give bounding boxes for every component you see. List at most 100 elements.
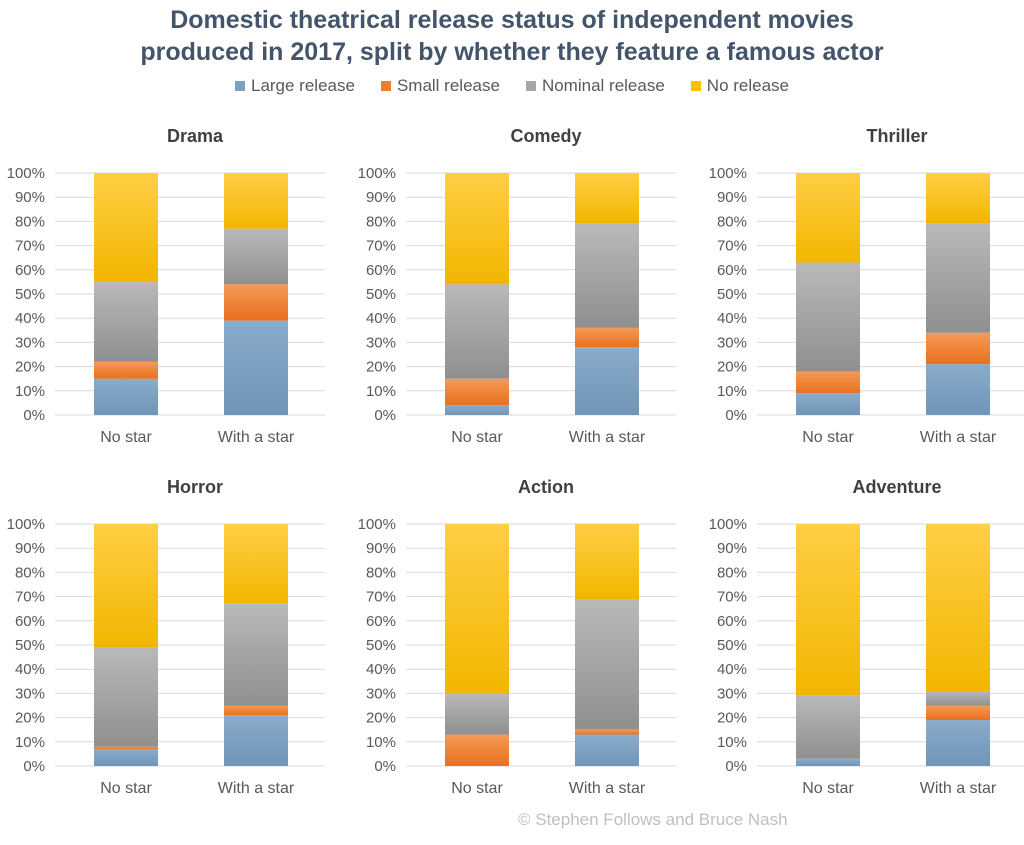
y-tick-label: 40% [15,310,45,327]
chart-horror-title: Horror [167,477,223,497]
y-tick-label: 90% [717,540,747,557]
y-tick-label: 70% [366,238,396,255]
bar-segment-none [926,524,990,691]
legend-swatch-large [234,81,245,91]
y-tick-label: 60% [15,262,45,279]
y-tick-label: 40% [717,661,747,678]
copyright-footer: © Stephen Follows and Bruce Nash [518,810,788,829]
chart-comedy: Comedy 0% 10% 20% 30% 40% 50% 60% 70% 80% 90% 100% N… [358,126,676,446]
y-tick-label: 20% [717,710,747,727]
x-category-label: With a star [569,780,646,797]
x-category-label: No star [100,429,152,446]
y-tick-label: 10% [366,383,396,400]
bar-segment-nominal [575,599,639,730]
y-tick-label: 90% [717,189,747,206]
chart-horror: Horror 0% 10% 20% 30% 40% 50% 60% 70% 80% 90% 100% N… [7,477,325,797]
legend: Large release Small release Nominal rele… [0,76,1024,96]
y-tick-label: 0% [374,407,396,424]
x-category-label: With a star [920,429,997,446]
bar-segment-none [224,524,288,604]
y-tick-label: 90% [15,540,45,557]
chart-adventure-title: Adventure [852,477,941,497]
bar-segment-none [224,173,288,229]
y-tick-label: 70% [717,238,747,255]
y-tick-label: 70% [15,589,45,606]
bar-segment-large [796,758,860,766]
x-category-label: No star [451,429,503,446]
chart-drama: Drama 0% 10% 20% 30% 40% 50% 60% 70% 80% 90% 100% No… [7,126,325,446]
bar-segment-none [94,524,158,648]
y-tick-label: 10% [15,383,45,400]
y-tick-label: 100% [709,516,747,533]
y-tick-label: 100% [358,516,396,533]
bar-segment-nominal [224,228,288,285]
bar-segment-none [796,173,860,263]
y-tick-label: 30% [366,334,396,351]
bar-segment-nominal [796,262,860,372]
bar-segment-large [94,378,158,415]
y-tick-label: 0% [23,407,45,424]
bar-segment-small [94,361,158,379]
x-category-label: With a star [218,780,295,797]
legend-swatch-small [380,81,391,91]
bar-segment-none [926,173,990,224]
bar-segment-large [926,720,990,766]
x-category-label: No star [802,429,854,446]
legend-label-none: No release [706,76,790,95]
legend-item-nominal: Nominal release [525,76,665,96]
bar-segment-small [575,729,639,735]
bar-segment-small [926,332,990,365]
legend-item-none: No release [690,76,790,96]
y-tick-label: 90% [366,540,396,557]
y-tick-label: 20% [15,710,45,727]
y-tick-label: 50% [15,637,45,654]
y-tick-label: 100% [7,516,45,533]
y-tick-label: 60% [366,262,396,279]
legend-item-large: Large release [234,76,355,96]
y-tick-label: 50% [15,286,45,303]
bar-segment-nominal [575,223,639,328]
bar-segment-small [926,705,990,721]
x-category-label: No star [451,780,503,797]
y-tick-label: 80% [366,213,396,230]
y-tick-label: 10% [717,734,747,751]
y-tick-label: 80% [15,213,45,230]
bar-segment-nominal [926,223,990,333]
bar-segment-nominal [445,284,509,379]
y-tick-label: 70% [717,589,747,606]
y-tick-label: 30% [15,685,45,702]
y-tick-label: 10% [717,383,747,400]
y-tick-label: 70% [366,589,396,606]
y-tick-label: 80% [366,564,396,581]
legend-label-large: Large release [250,76,355,95]
y-tick-label: 10% [15,734,45,751]
legend-swatch-none [690,81,701,91]
y-tick-label: 30% [717,685,747,702]
y-tick-label: 90% [366,189,396,206]
chart-title-line-2: produced in 2017, split by whether they … [140,38,884,66]
y-tick-label: 60% [717,262,747,279]
y-tick-label: 100% [7,165,45,182]
chart-action: Action 0% 10% 20% 30% 40% 50% 60% 70% 80% 90% 100% N… [358,477,676,797]
y-tick-label: 40% [717,310,747,327]
bar-segment-small [445,378,509,406]
bar-segment-nominal [224,603,288,706]
y-tick-label: 50% [717,637,747,654]
y-tick-label: 40% [15,661,45,678]
y-tick-label: 20% [366,710,396,727]
y-tick-label: 20% [717,359,747,376]
y-tick-label: 50% [717,286,747,303]
bar-segment-small [445,734,509,766]
y-tick-label: 20% [15,359,45,376]
chart-thriller: Thriller 0% 10% 20% 30% 40% 50% 60% 70% 80% 90% 100… [709,126,1024,446]
bar-segment-large [575,734,639,766]
bar-segment-none [445,173,509,285]
bar-segment-nominal [94,281,158,362]
x-category-label: With a star [569,429,646,446]
y-tick-label: 100% [358,165,396,182]
y-tick-label: 20% [366,359,396,376]
chart-adventure: Adventure 0% 10% 20% 30% 40% 50% 60% 70% 80% 90% 10… [709,477,1024,797]
y-tick-label: 80% [15,564,45,581]
bar-segment-large [445,405,509,415]
bar-segment-none [575,173,639,224]
